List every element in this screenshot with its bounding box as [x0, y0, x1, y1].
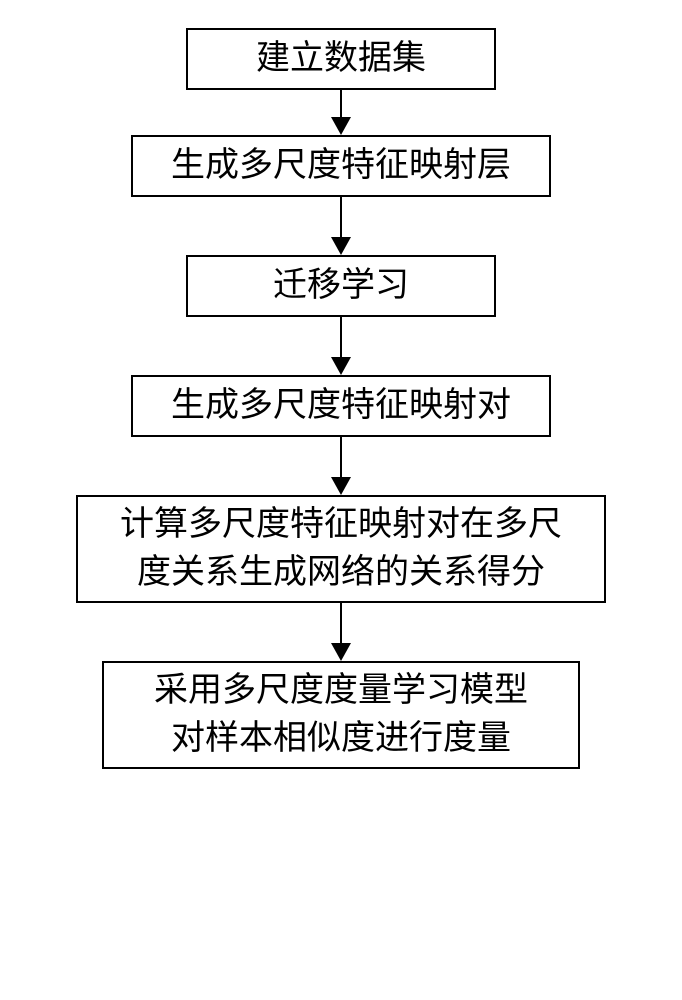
flowchart-container: 建立数据集 生成多尺度特征映射层 迁移学习 生成多尺度特征映射对 计算多尺度特征… [76, 28, 606, 769]
flowchart-node-label: 生成多尺度特征映射对 [171, 382, 511, 430]
flowchart-node-step1: 建立数据集 [186, 28, 496, 90]
flowchart-node-step2: 生成多尺度特征映射层 [131, 135, 551, 197]
flowchart-node-label: 生成多尺度特征映射层 [171, 142, 511, 190]
arrow-head-icon [331, 643, 351, 661]
arrow-line [340, 90, 342, 117]
flowchart-node-step5: 计算多尺度特征映射对在多尺 度关系生成网络的关系得分 [76, 495, 606, 603]
arrow-line [340, 197, 342, 237]
flowchart-node-step6: 采用多尺度度量学习模型 对样本相似度进行度量 [102, 661, 580, 769]
flowchart-node-step4: 生成多尺度特征映射对 [131, 375, 551, 437]
flowchart-node-label: 迁移学习 [273, 262, 409, 310]
flowchart-node-label: 采用多尺度度量学习模型 对样本相似度进行度量 [154, 667, 528, 762]
arrow-line [340, 437, 342, 477]
flowchart-arrow [331, 603, 351, 661]
flowchart-arrow [331, 197, 351, 255]
flowchart-arrow [331, 437, 351, 495]
arrow-line [340, 603, 342, 643]
arrow-head-icon [331, 117, 351, 135]
arrow-line [340, 317, 342, 357]
flowchart-node-step3: 迁移学习 [186, 255, 496, 317]
arrow-head-icon [331, 357, 351, 375]
flowchart-arrow [331, 90, 351, 135]
flowchart-node-label: 计算多尺度特征映射对在多尺 度关系生成网络的关系得分 [120, 501, 562, 596]
flowchart-node-label: 建立数据集 [256, 35, 426, 83]
flowchart-arrow [331, 317, 351, 375]
arrow-head-icon [331, 237, 351, 255]
arrow-head-icon [331, 477, 351, 495]
